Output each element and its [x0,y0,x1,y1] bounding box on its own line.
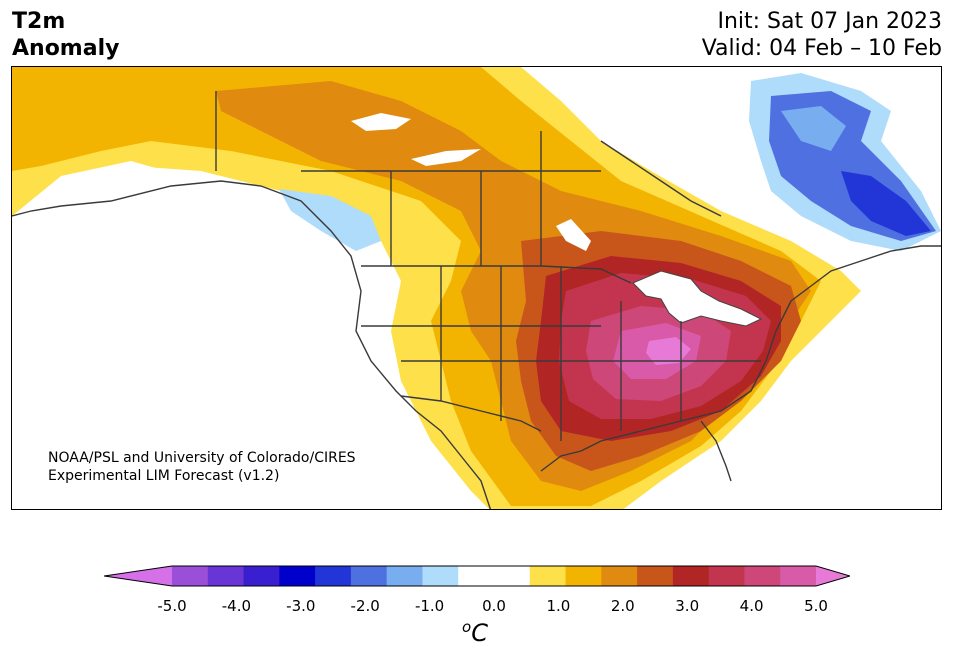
colorbar-ticks: -5.0 -4.0 -3.0 -2.0 -1.0 0.0 1.0 2.0 3.0 4.0 5.0 [0,597,953,617]
colorbar-units: oC [462,618,488,647]
neutral-region-west [12,166,489,509]
title-line-2: Anomaly [12,36,120,61]
us-state-borders [361,266,761,441]
colorbar-segment [708,566,745,586]
lake-winnipeg [556,219,591,251]
forecast-dates: Init: Sat 07 Jan 2023 Valid: 04 Feb – 10… [702,8,942,62]
colorbar-tick-label: 5.0 [804,597,828,615]
colorbar-segment [565,566,602,586]
credit-line-2: Experimental LIM Forecast (v1.2) [48,468,280,484]
colorbar-segment [529,566,567,586]
valid-date: Valid: 04 Feb – 10 Feb [701,36,942,61]
colorbar-segment [601,566,638,586]
west-coastline [12,180,492,509]
init-date: Init: Sat 07 Jan 2023 [717,9,942,34]
anomaly-map [11,66,942,510]
credit-line-1: NOAA/PSL and University of Colorado/CIRE… [48,450,356,466]
colorbar-segment [243,566,280,586]
colorbar-segment [780,566,817,586]
anomaly-region-deep-blue-east [841,171,931,236]
map-borders [12,91,941,509]
colorbar-tick-label: 2.0 [610,597,635,615]
us-canada-border [361,265,632,284]
colorbar-segment [672,566,710,586]
map-graphic [12,67,941,509]
map-credit: NOAA/PSL and University of Colorado/CIRE… [48,449,356,485]
colorbar-segment [744,566,781,586]
colorbar-tick-label: -5.0 [157,597,187,615]
colorbar-extend-low [104,566,172,586]
colorbar-segment [637,566,674,586]
us-mexico-border [400,395,542,432]
east-coastline [580,245,941,452]
colorbar-tick-label: -2.0 [350,597,380,615]
great-lakes [632,270,763,327]
colorbar [104,565,850,587]
colorbar-segment [350,566,388,586]
anomaly-region-magenta [646,337,691,365]
hudson-bay-coast [600,140,722,217]
colorbar-segment [279,566,316,586]
colorbar-segment [386,566,423,586]
map-title: T2m Anomaly [12,8,119,62]
unit-label: C [471,619,488,647]
gulf-coastline [540,450,582,472]
colorbar-segment [172,566,209,586]
colorbar-tick-label: 1.0 [546,597,571,615]
colorbar-segment [494,566,531,586]
great-bear-lake [351,113,411,131]
colorbar-segment [422,566,459,586]
colorbar-tick-label: -3.0 [286,597,316,615]
colorbar-segment [315,566,352,586]
colorbar-tick-label: 4.0 [739,597,764,615]
colorbar-outline [104,565,850,587]
unit-superscript: o [462,618,472,636]
colorbar-segment [207,566,245,586]
neutral-region-gulf-atlantic [623,291,941,509]
colorbar-tick-label: 3.0 [675,597,700,615]
colorbar-tick-label: -4.0 [221,597,252,615]
canada-province-borders [215,91,601,266]
florida-coastline [700,420,732,482]
colorbar-segment [458,566,495,586]
colorbar-tick-label: 0.0 [482,597,506,615]
colorbar-extend-high [816,566,850,586]
great-slave-lake [411,149,481,166]
anomaly-region-light-blue-east [781,106,846,151]
colorbar-tick-label: -1.0 [414,597,445,615]
title-line-1: T2m [12,9,66,34]
